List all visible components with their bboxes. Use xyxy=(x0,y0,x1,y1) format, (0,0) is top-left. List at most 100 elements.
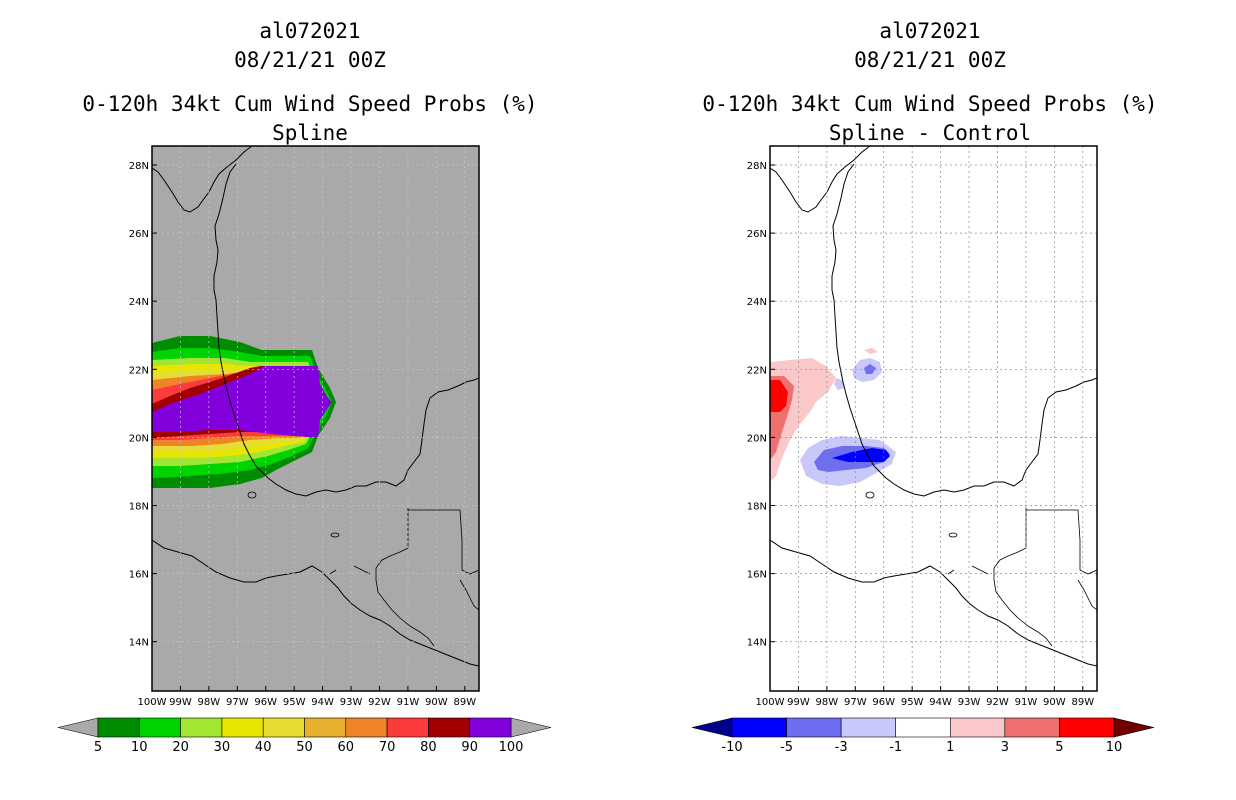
colorbar-swatch xyxy=(180,717,223,738)
lat-tick-label: 16N xyxy=(747,570,767,581)
colorbar-label: 1 xyxy=(946,740,954,755)
colorbar-low-arrow xyxy=(57,717,99,738)
lat-tick-label: 26N xyxy=(129,229,149,240)
lat-tick-label: 18N xyxy=(747,502,767,513)
lon-tick-label: 98W xyxy=(816,697,839,708)
colorbar-swatch xyxy=(221,717,264,738)
lon-tick-label: 100W xyxy=(138,697,167,708)
right-storm-id: al072021 xyxy=(879,19,981,43)
colorbar-swatch xyxy=(469,717,512,738)
lon-tick-label: 92W xyxy=(986,697,1009,708)
right-map-background xyxy=(770,146,1097,691)
lat-tick-label: 16N xyxy=(129,570,149,581)
right-datetime: 08/21/21 00Z xyxy=(854,48,1006,72)
lat-tick-label: 26N xyxy=(747,229,767,240)
lat-tick-label: 24N xyxy=(129,297,149,308)
colorbar-label: 10 xyxy=(131,740,148,755)
lon-tick-label: 90W xyxy=(425,697,448,708)
lon-tick-label: 100W xyxy=(756,697,785,708)
right-gridlines xyxy=(770,146,1097,691)
right-map-panel: 100W 99W 98W 97W 96W 95W 94W 93W 92W 91W 90W 89W 28N… xyxy=(747,145,1098,708)
colorbar-swatch xyxy=(1059,717,1115,738)
colorbar-label: -10 xyxy=(721,740,742,755)
colorbar-label: 80 xyxy=(420,740,437,755)
colorbar-label: 90 xyxy=(461,740,478,755)
left-storm-id: al072021 xyxy=(259,19,361,43)
left-datetime: 08/21/21 00Z xyxy=(234,48,386,72)
colorbar-label: 60 xyxy=(338,740,355,755)
colorbar-swatch xyxy=(345,717,388,738)
lat-tick-label: 24N xyxy=(747,297,767,308)
left-map-frame xyxy=(151,145,480,692)
colorbar-swatch xyxy=(895,717,951,738)
colorbar-swatch xyxy=(1004,717,1060,738)
colorbar-label: 40 xyxy=(255,740,272,755)
lat-tick-label: 22N xyxy=(747,365,767,376)
lon-tick-label: 93W xyxy=(340,697,363,708)
colorbar-swatch xyxy=(840,717,897,738)
lat-tick-label: 14N xyxy=(129,638,149,649)
colorbar-high-arrow xyxy=(1113,717,1155,738)
colorbar-label: -1 xyxy=(889,740,902,755)
diff-pos-5-10 xyxy=(770,380,788,412)
left-gridlines xyxy=(152,146,479,691)
lon-tick-label: 92W xyxy=(368,697,391,708)
lon-tick-label: 94W xyxy=(929,697,952,708)
lon-tick-label: 90W xyxy=(1043,697,1066,708)
colorbar-label: 30 xyxy=(214,740,231,755)
colorbar-swatch xyxy=(428,717,470,738)
colorbar-label: 3 xyxy=(1001,740,1009,755)
colorbar-label: 100 xyxy=(499,740,524,755)
colorbar-label: 70 xyxy=(379,740,396,755)
colorbar-swatch xyxy=(97,717,140,738)
right-difference-field xyxy=(770,348,896,486)
lon-tick-label: 99W xyxy=(787,697,810,708)
colorbar-high-arrow xyxy=(510,717,552,738)
lat-tick-label: 20N xyxy=(129,433,149,444)
colorbar-swatch xyxy=(304,717,347,738)
colorbar-swatch xyxy=(386,717,429,738)
right-plot-title: 0-120h 34kt Cum Wind Speed Probs (%) xyxy=(702,92,1158,116)
lon-tick-label: 99W xyxy=(169,697,192,708)
colorbar-swatch xyxy=(139,717,181,738)
colorbar-label: 20 xyxy=(172,740,189,755)
colorbar-swatch xyxy=(262,717,305,738)
colorbar-label: 5 xyxy=(1055,740,1063,755)
left-map-panel: 100W 99W 98W 97W 96W 95W 94W 93W 92W 91W 90W 89W 28N… xyxy=(129,145,480,708)
right-colorbar: -10 -5 -3 -1 1 3 5 10 xyxy=(691,717,1155,755)
diff-pos-small xyxy=(864,348,878,354)
colorbar-label: 5 xyxy=(94,740,102,755)
left-plot-title: 0-120h 34kt Cum Wind Speed Probs (%) xyxy=(82,92,538,116)
lon-tick-label: 94W xyxy=(311,697,334,708)
lon-tick-label: 89W xyxy=(453,697,476,708)
lon-tick-label: 95W xyxy=(901,697,924,708)
lon-tick-label: 97W xyxy=(226,697,249,708)
diff-neg-5-10 xyxy=(832,448,890,462)
colorbar-label: 50 xyxy=(296,740,313,755)
lon-tick-label: 91W xyxy=(1015,697,1038,708)
lon-tick-label: 95W xyxy=(283,697,306,708)
colorbar-swatch xyxy=(731,717,787,738)
colorbar-swatch xyxy=(949,717,1006,738)
lon-tick-label: 96W xyxy=(872,697,895,708)
left-colorbar: 5 10 20 30 40 50 60 70 80 90 100 xyxy=(57,717,552,755)
colorbar-label: -3 xyxy=(835,740,848,755)
diff-neg-1-3-c xyxy=(834,378,844,390)
left-probability-field xyxy=(152,336,336,488)
lat-tick-label: 14N xyxy=(747,638,767,649)
lon-tick-label: 97W xyxy=(844,697,867,708)
lat-tick-label: 28N xyxy=(747,161,767,172)
lon-tick-label: 96W xyxy=(254,697,277,708)
prob-band-100 xyxy=(152,366,332,438)
right-plot-subtitle: Spline - Control xyxy=(828,121,1032,145)
lon-tick-label: 91W xyxy=(397,697,420,708)
lat-tick-label: 18N xyxy=(129,502,149,513)
colorbar-swatch xyxy=(786,717,842,738)
lat-tick-label: 20N xyxy=(747,433,767,444)
colorbar-label: -5 xyxy=(780,740,793,755)
lon-tick-label: 93W xyxy=(958,697,981,708)
lon-tick-label: 98W xyxy=(198,697,221,708)
lat-tick-label: 28N xyxy=(129,161,149,172)
colorbar-low-arrow xyxy=(691,717,733,738)
